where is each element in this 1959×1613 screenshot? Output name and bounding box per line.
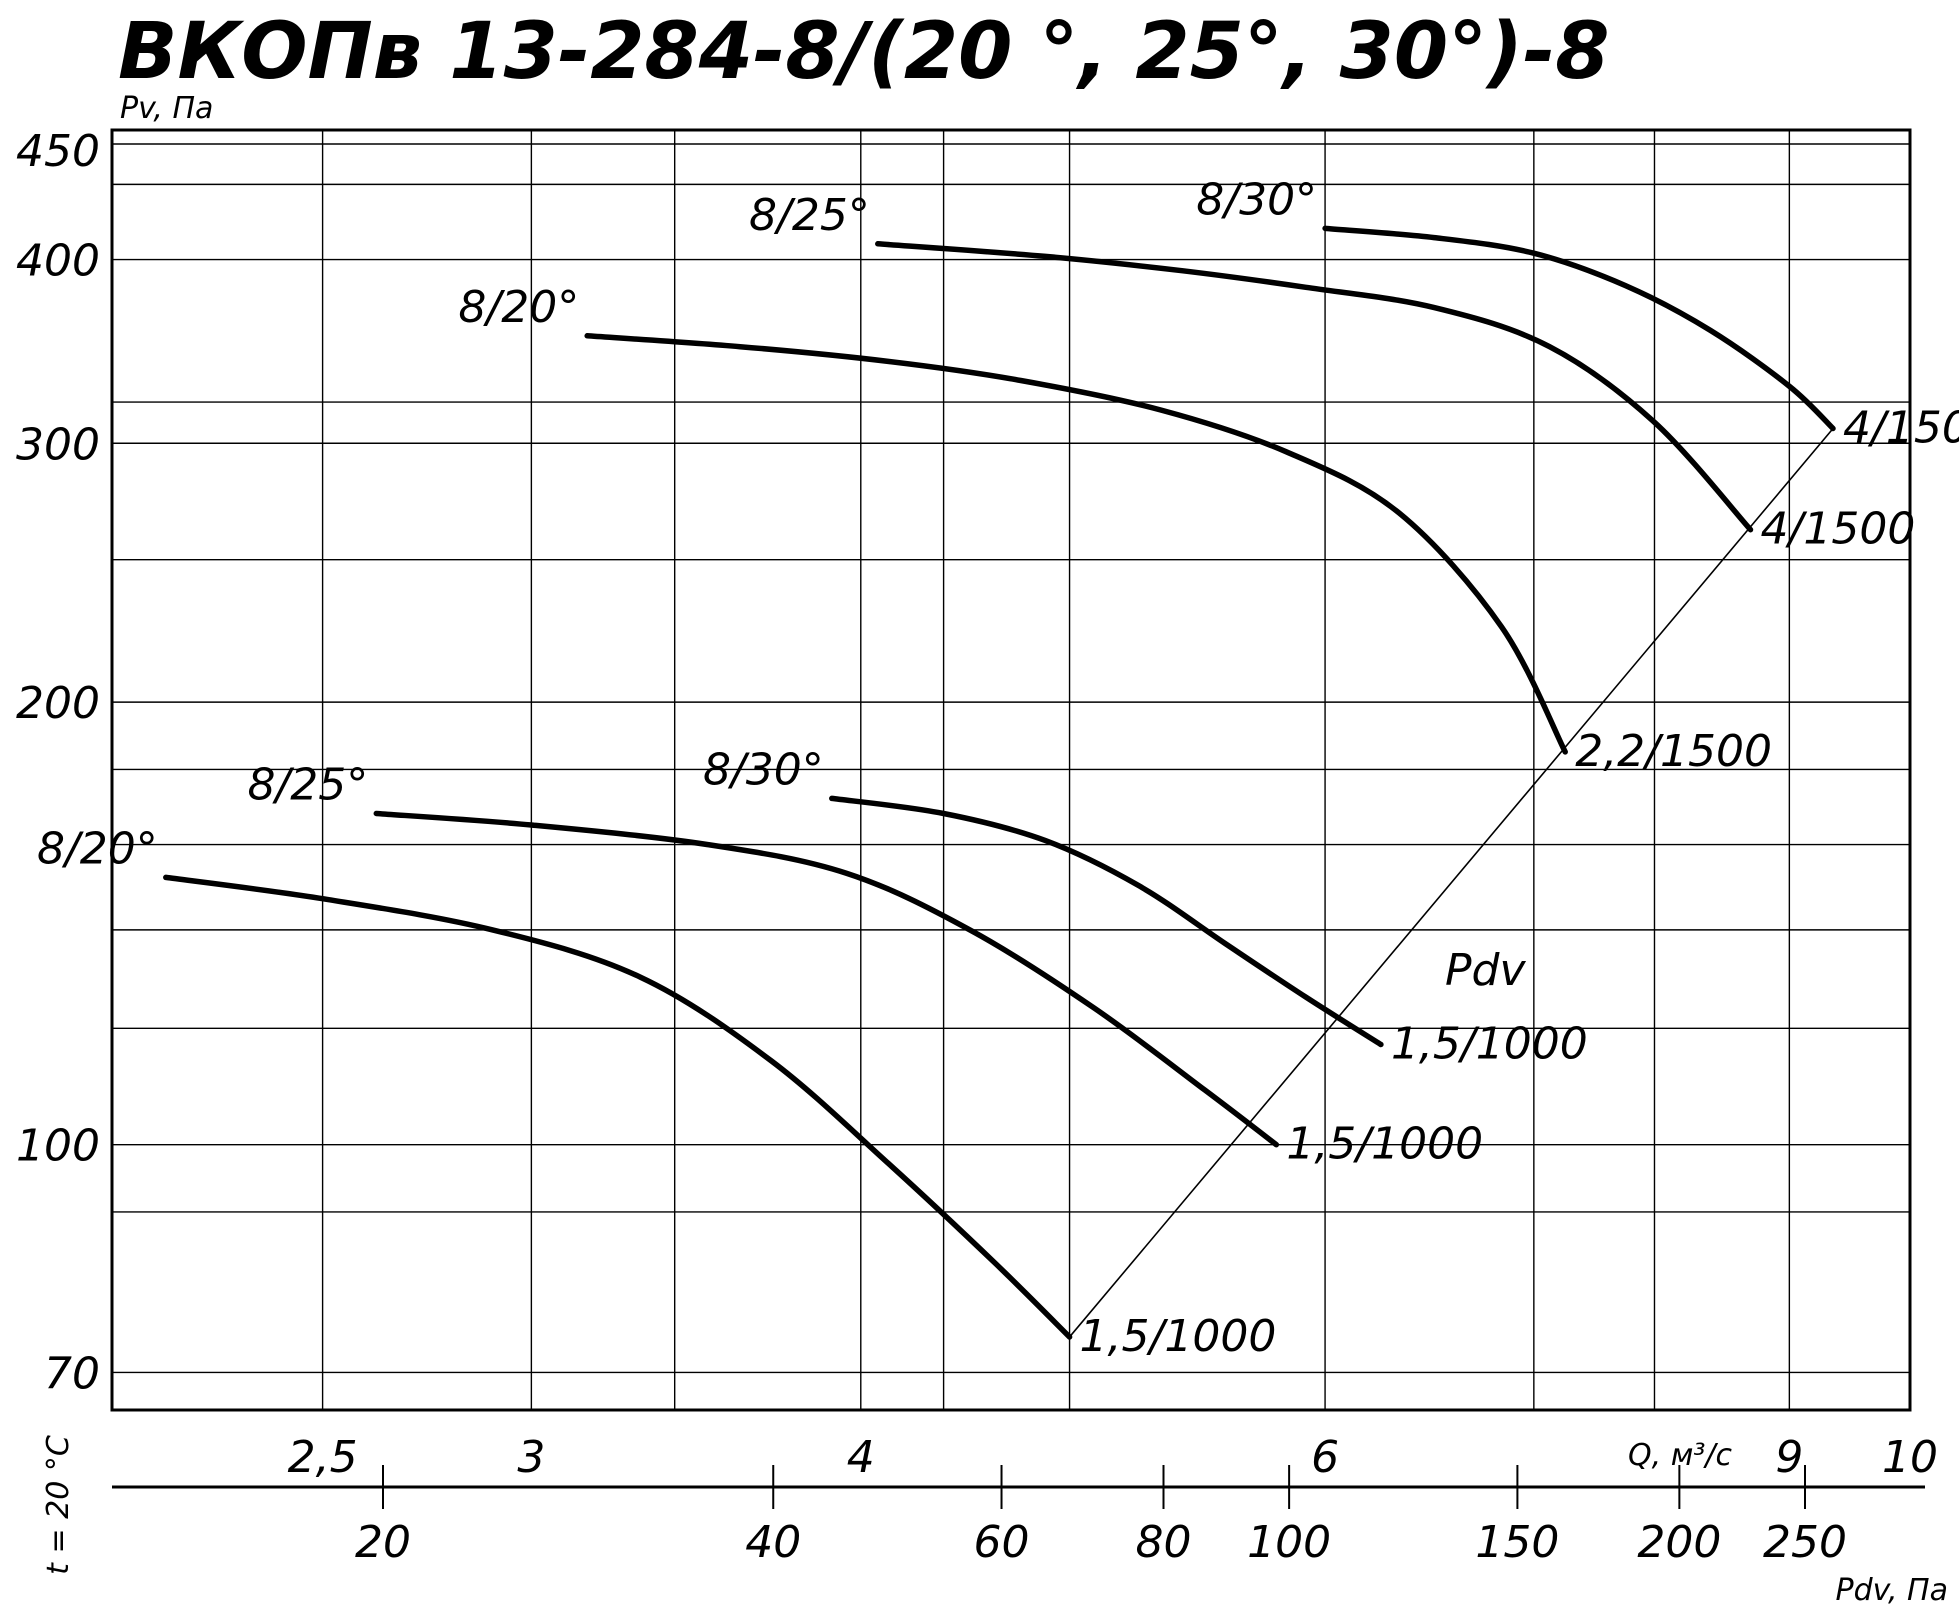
pdv-tick-label: 200 — [1637, 1517, 1721, 1568]
curve-name-label: 8/20° — [37, 823, 158, 874]
performance-curves — [163, 225, 1836, 1340]
y-tick-label: 300 — [16, 419, 100, 470]
y-tick-label: 100 — [16, 1121, 100, 1172]
x-tick-label: 10 — [1882, 1432, 1938, 1483]
y-tick-label: 400 — [16, 236, 100, 287]
curve-name-label: 8/25° — [749, 190, 870, 241]
pdv-tick-label: 100 — [1247, 1517, 1331, 1568]
temperature-label: t = 20 °C — [41, 1435, 76, 1575]
pdv-tick-label: 20 — [355, 1517, 411, 1568]
curve-1 — [163, 874, 1073, 1340]
x-tick-label: 3 — [517, 1432, 545, 1483]
curve-labels: Pdv 8/20° 1,5/1000 8/25° 1,5/1000 8/30° 1,5/10… — [37, 174, 1959, 1362]
pdv-tick-label: 60 — [974, 1517, 1030, 1568]
y-tick-label: 70 — [44, 1348, 100, 1399]
curve-5 — [875, 241, 1754, 533]
pdv-tick-label: 80 — [1135, 1517, 1191, 1568]
pdv-line-label: Pdv — [1445, 945, 1526, 996]
curve-4 — [584, 333, 1568, 755]
chart-title: ВКОПв 13-284-8/(20 °, 25°, 30°)-8 — [118, 7, 1609, 97]
x-tick-label: 4 — [847, 1432, 875, 1483]
curve-end-label: 1,5/1000 — [1391, 1018, 1588, 1069]
curve-name-label: 8/25° — [247, 759, 368, 810]
x-tick-label: 6 — [1311, 1432, 1339, 1483]
curve-2 — [373, 810, 1280, 1148]
x-tick-label: 9 — [1775, 1432, 1803, 1483]
grid-lines — [110, 128, 1912, 1412]
pdv-tick-label: 150 — [1475, 1517, 1559, 1568]
curve-name-label: 8/30° — [703, 744, 824, 795]
y-tick-label: 200 — [16, 678, 100, 729]
pdv-guide-line — [1068, 428, 1834, 1338]
curve-end-label: 2,2/1500 — [1575, 726, 1772, 777]
curve-end-label: 4/1500 — [1761, 504, 1916, 555]
y-axis-label: Pv, Па — [120, 91, 213, 126]
curve-name-label: 8/30° — [1196, 174, 1317, 225]
curve-3 — [829, 795, 1384, 1048]
curve-6 — [1322, 225, 1836, 432]
curve-end-label: 4/1500 — [1843, 403, 1959, 454]
pdv-axis-label: Pdv, Па — [1836, 1573, 1948, 1608]
curve-end-label: 1,5/1000 — [1286, 1119, 1483, 1170]
x-tick-label: 2,5 — [288, 1432, 358, 1483]
curve-name-label: 8/20° — [458, 282, 579, 333]
curve-end-label: 1,5/1000 — [1080, 1311, 1277, 1362]
pdv-tick-label: 40 — [745, 1517, 801, 1568]
y-tick-label: 450 — [16, 126, 100, 177]
pdv-tick-label: 250 — [1763, 1517, 1847, 1568]
